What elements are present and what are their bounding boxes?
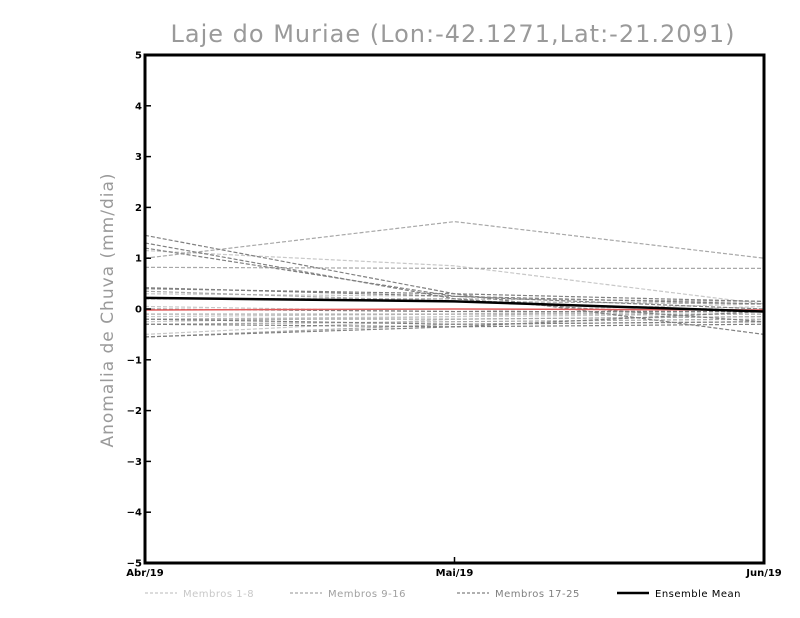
series-line-m1	[144, 249, 765, 305]
x-tick-label: Jun/19	[745, 568, 782, 579]
legend-label-m17-25: Membros 17-25	[495, 589, 580, 600]
y-tick-label: −4	[127, 508, 142, 519]
y-tick-label: −3	[127, 457, 142, 468]
series-line-m23	[144, 318, 765, 325]
x-tick-label: Abr/19	[126, 568, 163, 579]
y-tick-label: 1	[135, 254, 142, 265]
y-tick-label: 4	[135, 101, 142, 112]
y-tick-label: 0	[135, 305, 142, 316]
legend-label-m1-8: Membros 1-8	[183, 589, 254, 600]
y-tick-label: −5	[127, 559, 142, 570]
chart-title: Laje do Muriae (Lon:-42.1271,Lat:-21.209…	[171, 20, 736, 48]
y-tick-label: −1	[127, 355, 142, 366]
series-line-m10	[144, 266, 764, 269]
legend-label-mean: Ensemble Mean	[655, 589, 741, 600]
series-line-ensemble-mean	[144, 296, 765, 313]
y-tick-label: −2	[127, 406, 142, 417]
legend: Membros 1-8 Membros 9-16 Membros 17-25 Ense…	[145, 589, 741, 600]
y-tick-label: 5	[135, 51, 142, 62]
series-line-m7	[144, 305, 765, 323]
y-axis-label: Anomalia de Chuva (mm/dia)	[98, 172, 118, 447]
series-line-m25	[144, 310, 765, 338]
series-line-observado	[144, 308, 765, 311]
y-tick-label: 2	[135, 203, 142, 214]
y-tick-label: 3	[135, 152, 142, 163]
legend-label-m9-16: Membros 9-16	[328, 589, 406, 600]
x-tick-label: Mai/19	[436, 568, 474, 579]
series-line-m18	[144, 242, 765, 323]
series-line-m14	[145, 316, 765, 320]
series-line-m15	[144, 318, 765, 325]
series-layer	[144, 221, 765, 338]
series-line-m21	[144, 288, 765, 302]
series-line-m9	[144, 221, 765, 259]
